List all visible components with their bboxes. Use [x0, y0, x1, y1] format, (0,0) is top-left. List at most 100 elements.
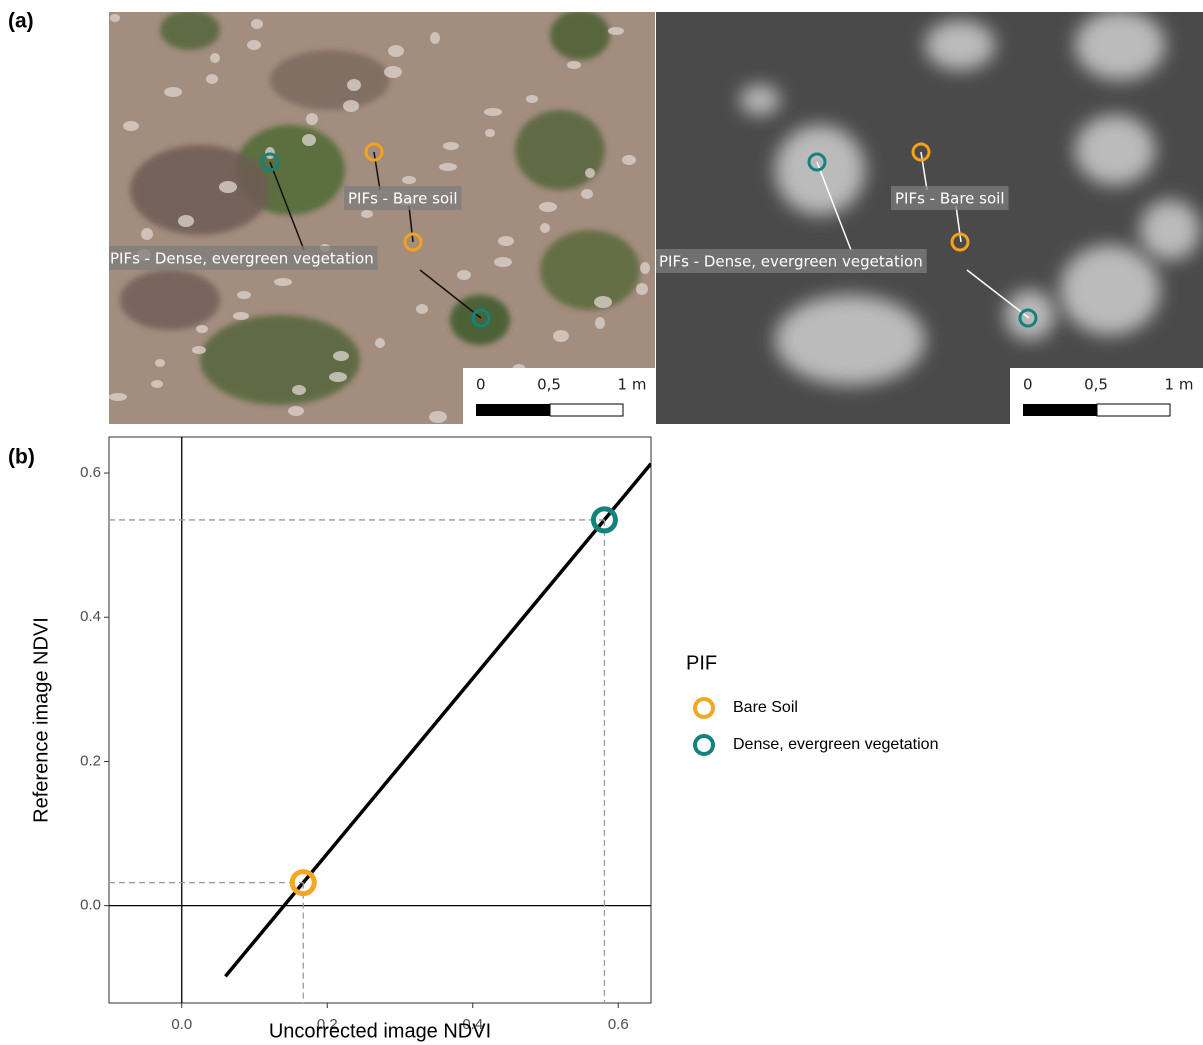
stone — [553, 330, 569, 342]
y-tick-label: 0.0 — [80, 897, 101, 914]
photo: PIFs - Bare soil PIFs - Dense, evergreen … — [106, 10, 663, 424]
stone — [178, 215, 194, 227]
vegetation — [1005, 290, 1055, 340]
stone — [343, 100, 359, 112]
stone — [494, 257, 512, 267]
stone — [288, 406, 304, 416]
scale-label: 0 — [1023, 376, 1033, 394]
annotation: PIFs - Bare soil — [895, 190, 1005, 208]
scale-bar-black — [1023, 404, 1097, 416]
x-tick-label: 0.0 — [171, 1016, 192, 1033]
scale-bar-black — [476, 404, 550, 416]
stone — [109, 393, 127, 401]
stone — [219, 181, 237, 193]
stone — [210, 53, 220, 63]
vegetation — [270, 50, 390, 110]
stone — [329, 372, 347, 382]
stone — [274, 278, 292, 286]
legend-title: PIF — [686, 652, 717, 674]
y-axis-title: Reference image NDVI — [30, 617, 52, 823]
stone — [306, 113, 318, 125]
stone — [595, 317, 605, 329]
stone — [141, 228, 153, 240]
stone — [608, 27, 624, 35]
legend-label: Dense, evergreen vegetation — [733, 736, 938, 753]
stone — [498, 236, 514, 246]
stone — [585, 168, 595, 178]
x-axis-title: Uncorrected image NDVI — [269, 1020, 491, 1042]
figure: (a) (b) PIFs - Bare soil PIFs - Dense, ev… — [0, 0, 1203, 1045]
stone — [567, 61, 581, 69]
stone — [636, 283, 648, 295]
stone — [151, 380, 163, 388]
y-tick-label: 0.4 — [80, 608, 101, 625]
scale-label: 1 m — [618, 376, 647, 394]
scale-label: 0,5 — [1084, 376, 1108, 394]
vegetation — [550, 10, 610, 60]
stone — [540, 223, 550, 233]
stone — [302, 134, 316, 146]
stone — [439, 163, 457, 171]
stone — [110, 14, 120, 22]
panel-label: (a) — [8, 10, 34, 33]
legend-marker — [695, 699, 713, 717]
stone — [247, 40, 261, 50]
vegetation — [120, 270, 220, 330]
vegetation — [775, 295, 925, 385]
stone — [640, 262, 650, 274]
y-tick-label: 0.2 — [80, 752, 101, 769]
vegetation — [160, 10, 220, 50]
annotation: PIFs - Dense, evergreen vegetation — [110, 250, 374, 268]
vegetation — [1060, 245, 1160, 335]
stone — [237, 291, 251, 299]
stone — [429, 411, 447, 423]
x-tick-label: 0.6 — [608, 1016, 629, 1033]
annotation: PIFs - Bare soil — [348, 190, 458, 208]
scale-label: 0,5 — [537, 376, 561, 394]
stone — [443, 142, 459, 150]
y-tick-label: 0.6 — [80, 464, 101, 481]
stone — [164, 87, 182, 97]
vegetation — [450, 295, 510, 345]
fit-line — [225, 464, 651, 977]
vegetation — [515, 110, 605, 190]
scale-label: 0 — [476, 376, 486, 394]
stone — [416, 304, 428, 314]
plot-area — [109, 464, 651, 1003]
stone — [384, 66, 402, 78]
scale-label: 1 m — [1165, 376, 1194, 394]
stone — [484, 108, 502, 116]
stone — [539, 202, 557, 212]
vegetation — [200, 315, 360, 405]
vegetation — [130, 145, 270, 235]
stone — [388, 45, 404, 57]
vegetation — [540, 230, 640, 310]
photos: PIFs - Bare soil PIFs - Dense, evergreen … — [106, 10, 1203, 424]
stone — [581, 189, 593, 199]
stone — [430, 32, 440, 44]
legend-marker — [695, 736, 713, 754]
plot-border — [109, 437, 651, 1003]
vegetation — [925, 20, 995, 70]
stone — [292, 385, 306, 395]
scale-bar-white — [1097, 404, 1170, 416]
stone — [251, 19, 263, 29]
panel-label: (b) — [8, 446, 35, 469]
stone — [402, 176, 416, 184]
vegetation — [740, 85, 780, 115]
stone — [375, 338, 385, 348]
stone — [457, 270, 471, 280]
stone — [206, 74, 218, 84]
scale-bar-white — [550, 404, 623, 416]
stone — [196, 325, 208, 333]
vegetation — [1075, 115, 1155, 185]
stone — [526, 95, 538, 103]
stone — [347, 79, 361, 91]
stone — [192, 346, 206, 354]
vegetation — [1140, 200, 1200, 260]
annotation: PIFs - Dense, evergreen vegetation — [659, 253, 923, 271]
stone — [233, 312, 249, 320]
stone — [622, 155, 636, 165]
stone — [485, 129, 495, 137]
